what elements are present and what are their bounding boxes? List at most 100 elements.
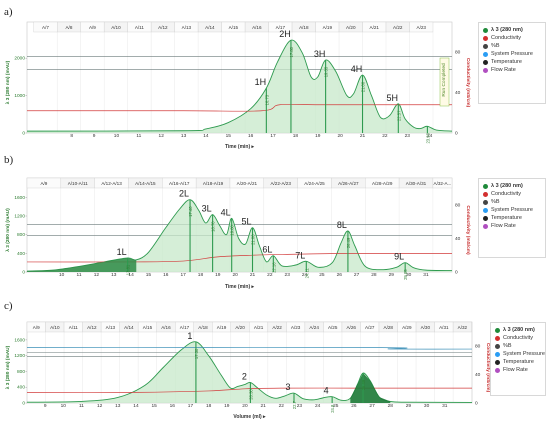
- fraction-label: A/22: [393, 25, 403, 30]
- x-tick-label: 21: [260, 403, 266, 409]
- peak-1-area: [27, 258, 137, 272]
- x-tick-label: 8: [70, 133, 73, 139]
- legend-item: %B: [491, 342, 545, 350]
- fraction-cell: [432, 177, 453, 189]
- x-tick-label: 17: [188, 403, 194, 409]
- fraction-label: A/28-A/29: [372, 181, 393, 186]
- x-tick-label: 20: [232, 272, 238, 278]
- panel-label-c: c): [4, 300, 13, 312]
- legend-swatch: [495, 327, 500, 333]
- x-tick-label: 26: [351, 403, 357, 409]
- x-tick-label: 25: [333, 403, 339, 409]
- legend-label: %B: [491, 43, 500, 49]
- legend-item: λ 3 (280 nm): [479, 26, 545, 34]
- fraction-label: A/19: [217, 325, 227, 330]
- x-tick-label: 18: [198, 272, 204, 278]
- legend-item: %B: [479, 42, 545, 50]
- x-tick-label: 13: [115, 403, 121, 409]
- peak-apex-label: 24.8: [330, 404, 335, 413]
- x-tick-label: 12: [94, 272, 100, 278]
- fraction-label: A/22: [272, 325, 282, 330]
- fraction-label: A/14-A/15: [135, 181, 156, 186]
- x-tick-label: 29: [389, 272, 395, 278]
- fraction-label: A/18: [198, 325, 208, 330]
- legend-label: λ 3 (280 nm): [503, 327, 535, 333]
- x-tick-label: 19: [215, 272, 221, 278]
- peak-label: 1H: [255, 77, 267, 87]
- x-tick-label: 24: [315, 403, 321, 409]
- x-tick-label: 19: [315, 133, 321, 139]
- peak-label: 3H: [314, 49, 326, 59]
- conductivity-trace: [27, 103, 452, 112]
- x-tick-label: 22: [267, 272, 273, 278]
- x-tick-label: 30: [424, 403, 430, 409]
- legend-swatch: [483, 59, 488, 65]
- peak-apex-label: 13.81: [126, 264, 131, 275]
- peak-apex-label: 22.57: [396, 110, 401, 121]
- legend-label: Temperature: [503, 359, 534, 365]
- fraction-label: A/27: [365, 325, 375, 330]
- fraction-label: A/19: [323, 25, 333, 30]
- fraction-label: A/29: [402, 325, 412, 330]
- x-tick-label: 11: [136, 133, 141, 139]
- legend-label: System Pressure: [491, 207, 533, 213]
- x-tick-label: 24: [427, 133, 433, 139]
- x-tick-label: 22: [382, 133, 388, 139]
- x-tick-label: 9: [93, 133, 96, 139]
- legend-item: Temperature: [491, 358, 545, 366]
- y2-tick-label: 0: [455, 270, 458, 276]
- legend-label: Conductivity: [491, 35, 521, 41]
- legend-swatch: [483, 35, 488, 41]
- legend-label: System Pressure: [491, 51, 533, 57]
- legend-swatch: [483, 183, 488, 189]
- legend-item: Conductivity: [479, 190, 545, 198]
- y2-tick-label: 80: [475, 344, 481, 350]
- fraction-label: A/15: [143, 325, 153, 330]
- fraction-label: A/28: [384, 325, 394, 330]
- peak-apex-label: 16.73: [264, 94, 269, 105]
- trace-area: [27, 199, 452, 272]
- y-axis-label: λ 3 (280 nm) (mAU): [5, 208, 11, 252]
- fraction-label: A/8: [65, 25, 72, 30]
- peak-apex-label: 21.00: [251, 234, 256, 245]
- x-tick-label: 26: [337, 272, 343, 278]
- x-tick-label: 20: [337, 133, 343, 139]
- y2-tick-label: 80: [455, 50, 461, 56]
- fraction-label: A/30: [421, 325, 431, 330]
- y-tick-label: 400: [17, 385, 25, 391]
- fraction-label: A/32-A...: [434, 181, 452, 186]
- legend-item: λ 3 (280 nm): [479, 182, 545, 190]
- absorbance-trace: [26, 341, 473, 403]
- legend-swatch: [495, 359, 500, 365]
- peak-label: 8L: [337, 220, 347, 230]
- legend-swatch: [483, 67, 488, 73]
- fraction-label: A/10: [111, 25, 121, 30]
- x-tick-label: 20: [242, 403, 248, 409]
- panel-label-a: a): [4, 6, 13, 18]
- run-completed-box: [439, 57, 450, 107]
- fraction-label: A/20: [235, 325, 245, 330]
- fraction-label: A/20: [346, 25, 356, 30]
- legend-swatch: [483, 51, 488, 57]
- legend-c: λ 3 (280 nm) Conductivity %B System Pressur…: [490, 322, 546, 396]
- peak-apex-label: 29.85: [403, 269, 408, 280]
- peak-apex-label: 20.30: [248, 389, 253, 400]
- y-tick-label: 400: [17, 251, 25, 257]
- fraction-label: A/17: [180, 325, 190, 330]
- x-tick-label: 17: [270, 133, 276, 139]
- peak-apex-label: 17.80: [289, 46, 294, 57]
- fraction-label: A/22-A/23: [270, 181, 291, 186]
- peak-apex-label: 17.30: [194, 348, 199, 359]
- x-tick-label: 31: [423, 272, 429, 278]
- x-tick-label: 16: [170, 403, 176, 409]
- x-tick-label: 24: [302, 272, 308, 278]
- x-tick-label: 31: [442, 403, 448, 409]
- peak-label: 6L: [262, 245, 272, 255]
- peak-final-area: [350, 373, 391, 403]
- peak-label: 4: [324, 386, 329, 396]
- y-tick-label: 1200: [14, 214, 25, 220]
- y-tick-label: 1000: [14, 93, 25, 99]
- peak-label: 7L: [295, 250, 305, 260]
- legend-label: Temperature: [491, 59, 522, 65]
